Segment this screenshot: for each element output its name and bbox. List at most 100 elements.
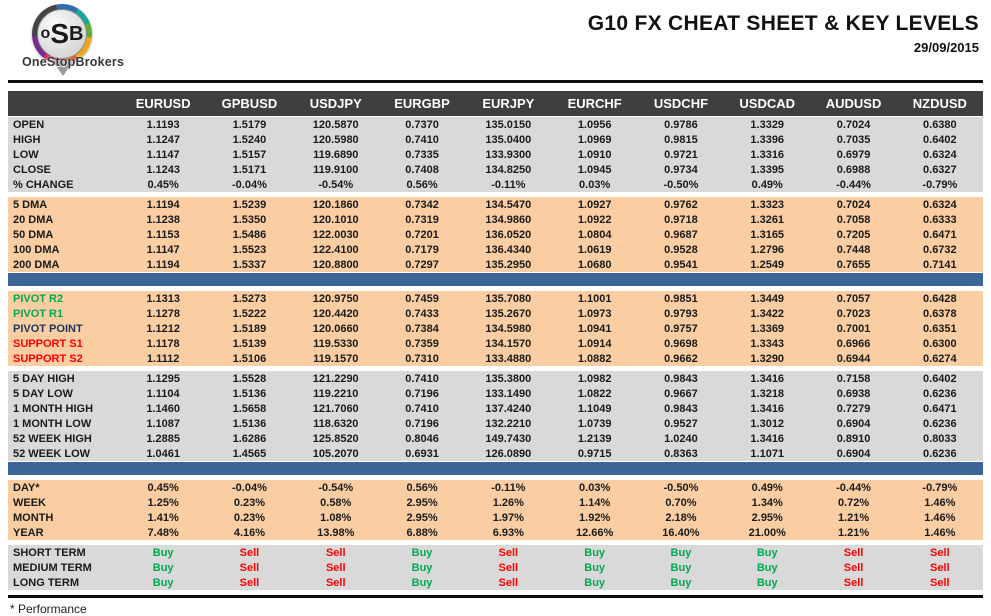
row-label: 200 DMA (13, 258, 60, 271)
table-row: 100 DMA 1.1147 1.5523 122.4100 0.7179 136.434… (8, 242, 983, 257)
table-cell: 1.1295 (146, 372, 180, 385)
table-cell: 0.7408 (405, 163, 439, 176)
table-cell: 0.7141 (923, 258, 957, 271)
table-cell: 119.6890 (313, 148, 359, 161)
table-cell: 13.98% (317, 526, 355, 539)
section-pivots: PIVOT R2 1.1313 1.5273 120.9750 0.7459 135.70… (8, 291, 983, 366)
table-cell: 1.5240 (232, 133, 267, 146)
table-cell: Sell (325, 576, 346, 589)
table-cell: Sell (930, 561, 950, 574)
table-row: YEAR 7.48% 4.16% 13.98% 6.88% 6.93% 12.66% 16.4… (8, 525, 983, 540)
table-row: DAY* 0.45% -0.04% -0.54% 0.56% -0.11% 0.03% -0.… (8, 480, 983, 495)
table-cell: 120.5980 (312, 133, 359, 146)
column-header-nzdusd: NZDUSD (912, 96, 967, 111)
table-cell: 1.14% (579, 496, 611, 509)
table-cell: Buy (152, 576, 174, 589)
table-cell: 1.3218 (750, 387, 785, 400)
table-cell: Buy (152, 546, 174, 559)
table-cell: 1.3329 (750, 118, 785, 131)
footer: * Performance (8, 595, 983, 616)
table-cell: 1.46% (924, 496, 956, 509)
table-cell: -0.54% (318, 481, 354, 494)
table-cell: Sell (239, 576, 260, 589)
table-cell: Sell (498, 561, 519, 574)
table-cell: 1.0973 (577, 307, 612, 320)
table-cell: 1.0680 (577, 258, 612, 271)
table-cell: Sell (843, 561, 864, 574)
table-cell: -0.79% (922, 178, 958, 191)
table-cell: 1.0956 (577, 118, 612, 131)
table-cell: 0.49% (751, 481, 783, 494)
table-cell: 1.5350 (232, 213, 267, 226)
table-cell: -0.11% (491, 178, 526, 191)
title-block: G10 FX CHEAT SHEET & KEY LEVELS 29/09/20… (182, 4, 983, 55)
table-cell: 1.1112 (146, 352, 180, 365)
section-signals: SHORT TERM Buy Sell Sell Buy Sell Buy Buy Buy Sel… (8, 545, 983, 590)
table-cell: 1.5179 (232, 118, 267, 131)
table-cell: 1.1104 (146, 387, 180, 400)
table-cell: 122.4100 (312, 243, 359, 256)
table-cell: 1.4565 (232, 447, 267, 460)
table-cell: 1.0922 (577, 213, 612, 226)
table-cell: 1.1460 (146, 402, 180, 415)
row-label: SUPPORT S1 (13, 337, 83, 350)
table-cell: 120.9750 (312, 292, 359, 305)
table-row: 1 MONTH LOW 1.1087 1.5136 118.6320 0.7196 132… (8, 416, 983, 431)
table-cell: 0.7410 (405, 372, 439, 385)
table-cell: 1.0945 (577, 163, 612, 176)
row-label: OPEN (13, 118, 45, 131)
table-cell: 135.0150 (485, 118, 532, 131)
table-cell: Buy (584, 546, 606, 559)
table-cell: 0.9843 (664, 402, 698, 415)
table-cell: 1.0739 (577, 417, 612, 430)
table-cell: 0.7158 (836, 372, 871, 385)
table-row: PIVOT POINT 1.1212 1.5189 120.0660 0.7384 134… (8, 321, 983, 336)
table-cell: 1.0804 (577, 228, 612, 241)
table-cell: 120.0660 (312, 322, 359, 335)
row-label: MEDIUM TERM (13, 561, 92, 574)
table-cell: 1.5171 (232, 163, 267, 176)
table-cell: -0.44% (836, 481, 871, 494)
row-label: 1 MONTH HIGH (13, 402, 94, 415)
row-label: YEAR (13, 526, 44, 539)
table-cell: 1.5658 (232, 402, 267, 415)
table-cell: 1.08% (320, 511, 352, 524)
table-cell: 0.6351 (923, 322, 957, 335)
table-cell: 0.58% (320, 496, 352, 509)
table-cell: 0.6333 (923, 213, 957, 226)
table-cell: 135.7080 (485, 292, 532, 305)
logo-brand-name: OneStopBrokers (22, 55, 125, 69)
table-cell: 1.3165 (750, 228, 785, 241)
table-row: SHORT TERM Buy Sell Sell Buy Sell Buy Buy Buy Sel… (8, 545, 983, 560)
table-cell: 12.66% (575, 526, 614, 539)
table-cell: 1.5337 (232, 258, 267, 271)
row-label: PIVOT R1 (13, 307, 64, 320)
table-cell: 1.1193 (146, 118, 180, 131)
logo-letter: B (69, 23, 84, 45)
row-label: 1 MONTH LOW (13, 417, 92, 430)
table-cell: 1.3416 (750, 372, 785, 385)
row-label: 52 WEEK HIGH (13, 432, 92, 445)
table-cell: 0.9698 (664, 337, 698, 350)
table-cell: 0.6428 (923, 292, 957, 305)
table-cell: 0.6236 (923, 447, 957, 460)
table-cell: 0.7023 (836, 307, 871, 320)
table-row: LOW 1.1147 1.5157 119.6890 0.7335 133.9300 1.0… (8, 147, 983, 162)
table-cell: Buy (411, 546, 433, 559)
table-cell: 1.3395 (750, 163, 785, 176)
page-title: G10 FX CHEAT SHEET & KEY LEVELS (587, 12, 979, 35)
table-cell: 0.6402 (923, 133, 957, 146)
table-cell: 120.4420 (312, 307, 359, 320)
table-cell: 1.1194 (146, 258, 180, 271)
column-header-usdcad: USDCAD (739, 96, 796, 111)
table-cell: 1.5136 (232, 417, 267, 430)
table-cell: 0.7319 (405, 213, 439, 226)
table-cell: 0.9843 (664, 372, 698, 385)
table-cell: 1.5139 (232, 337, 267, 350)
table-cell: 1.5523 (232, 243, 267, 256)
table-cell: 0.9757 (664, 322, 698, 335)
table-row: 20 DMA 1.1238 1.5350 120.1010 0.7319 134.9860… (8, 212, 983, 227)
row-label: PIVOT R2 (13, 292, 64, 305)
